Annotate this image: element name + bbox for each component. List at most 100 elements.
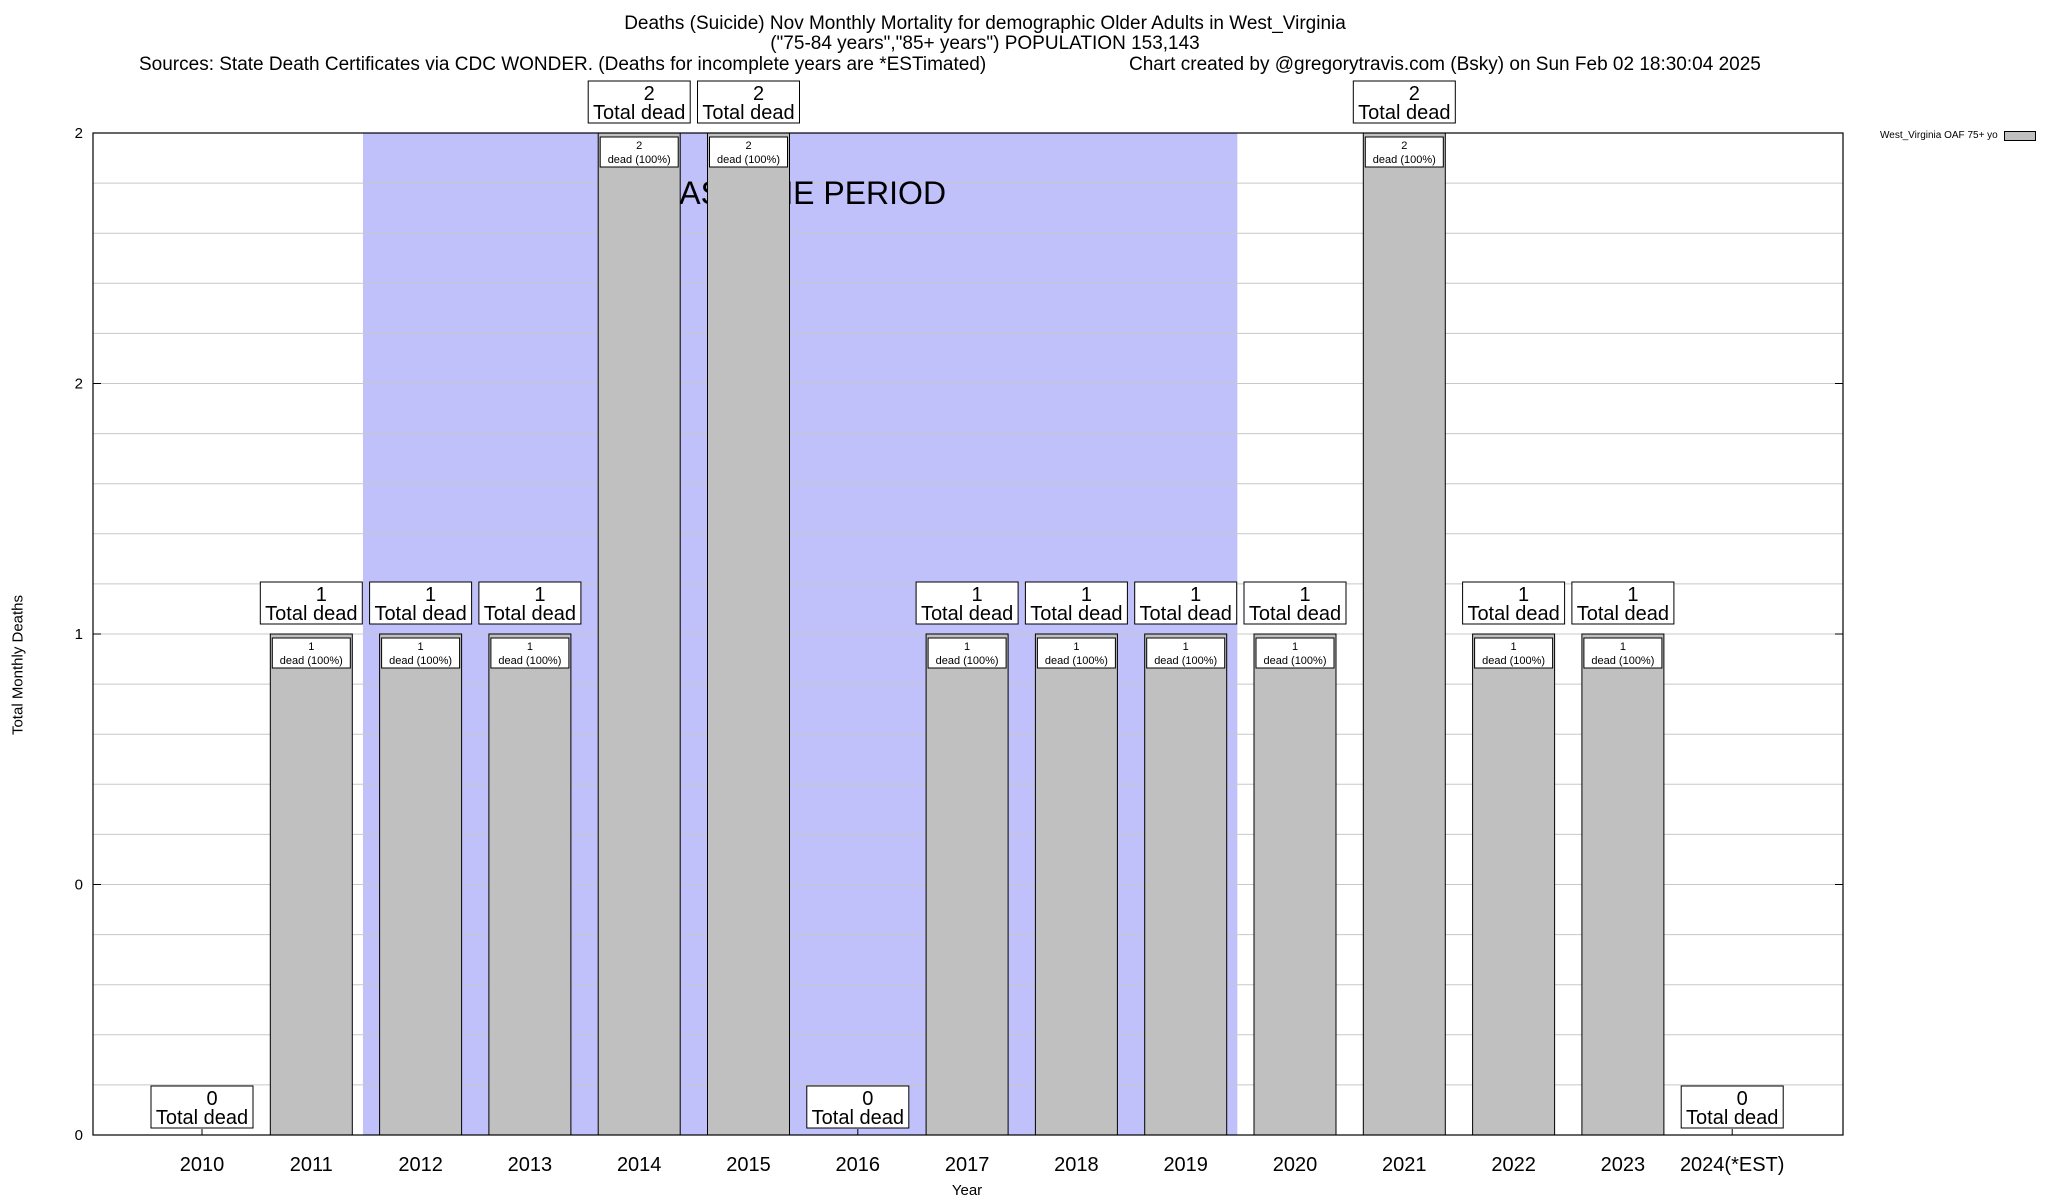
total-text-label: Total dead <box>484 603 576 625</box>
bar-label-box <box>1364 136 1444 168</box>
x-tick-label: 2021 <box>1382 1154 1427 1176</box>
x-tick-label: 2017 <box>945 1154 990 1176</box>
x-tick-label: 2020 <box>1273 1154 1318 1176</box>
bar <box>379 633 463 1136</box>
total-label-box <box>369 581 473 625</box>
bar-percent-label: dead (100%) <box>498 655 561 667</box>
total-value-label: 0 <box>206 1088 217 1110</box>
bar <box>488 633 572 1136</box>
bar-label-box <box>381 637 461 669</box>
bar-value-label: 1 <box>527 641 533 653</box>
total-text-label: Total dead <box>593 102 685 124</box>
total-label-box <box>587 80 691 124</box>
bar-percent-label: dead (100%) <box>717 154 780 166</box>
total-value-label: 1 <box>534 584 545 606</box>
legend-label: West_Virginia OAF 75+ yo <box>1880 130 1998 141</box>
bar-value-label: 1 <box>418 641 424 653</box>
x-tick-label: 2010 <box>180 1154 225 1176</box>
legend-swatch <box>2003 130 2036 141</box>
bar-label-box <box>490 637 570 669</box>
total-label-box <box>806 1085 910 1129</box>
total-value-label: 1 <box>972 584 983 606</box>
total-text-label: Total dead <box>812 1107 904 1129</box>
bar-value-label: 1 <box>1073 641 1079 653</box>
baseline-label: BASELINE PERIOD <box>658 175 946 211</box>
bar-label-box <box>927 637 1007 669</box>
x-tick-label: 2023 <box>1601 1154 1646 1176</box>
bar <box>1144 633 1228 1136</box>
bar <box>1253 633 1337 1136</box>
bar-value-label: 1 <box>1292 641 1298 653</box>
total-label-box <box>915 581 1019 625</box>
x-tick-label: 2019 <box>1163 1154 1208 1176</box>
total-text-label: Total dead <box>1358 102 1450 124</box>
y-tick-label: 1 <box>75 626 83 643</box>
total-text-label: Total dead <box>1030 603 1122 625</box>
chart-credit: Chart created by @gregorytravis.com (Bsk… <box>1129 54 1761 75</box>
total-label-box <box>1024 581 1128 625</box>
bar-value-label: 1 <box>964 641 970 653</box>
bar-percent-label: dead (100%) <box>936 655 999 667</box>
x-tick-label: 2014 <box>617 1154 662 1176</box>
bar-value-label: 1 <box>1511 641 1517 653</box>
bar-label-box <box>599 136 679 168</box>
bar-percent-label: dead (100%) <box>389 655 452 667</box>
bar-label-box <box>1474 637 1554 669</box>
bar <box>597 132 681 1136</box>
bar-label-box <box>709 136 788 168</box>
total-text-label: Total dead <box>1686 1107 1778 1129</box>
bar-value-label: 1 <box>1183 641 1189 653</box>
total-label-box <box>1134 581 1238 625</box>
bar-value-label: 1 <box>1620 641 1626 653</box>
total-value-label: 1 <box>1081 584 1092 606</box>
total-value-label: 2 <box>753 83 764 105</box>
bar-percent-label: dead (100%) <box>1264 655 1327 667</box>
bar-percent-label: dead (100%) <box>608 154 671 166</box>
bar-value-label: 1 <box>308 641 314 653</box>
bar <box>925 633 1009 1136</box>
total-label-box <box>1352 80 1456 124</box>
bar-percent-label: dead (100%) <box>1373 154 1436 166</box>
bar-percent-label: dead (100%) <box>1154 655 1217 667</box>
bar-label-box <box>1583 637 1663 669</box>
total-text-label: Total dead <box>702 102 794 124</box>
bar-percent-label: dead (100%) <box>1045 655 1108 667</box>
bar-label-box <box>1036 637 1116 669</box>
x-tick-label: 2012 <box>398 1154 443 1176</box>
y-tick-label: 2 <box>75 376 83 393</box>
bar-percent-label: dead (100%) <box>1591 655 1654 667</box>
bar <box>1472 633 1556 1136</box>
y-tick-label: 0 <box>75 877 83 894</box>
x-axis-label: Year <box>951 1182 983 1199</box>
total-value-label: 1 <box>1190 584 1201 606</box>
chart-title-line-1: Deaths (Suicide) Nov Monthly Mortality f… <box>624 13 1346 34</box>
x-tick-label: 2024(*EST) <box>1680 1154 1785 1176</box>
total-label-box <box>1462 581 1566 625</box>
bar-percent-label: dead (100%) <box>1482 655 1545 667</box>
total-value-label: 1 <box>316 584 327 606</box>
y-tick-label: 0 <box>75 1127 83 1144</box>
bar <box>1362 132 1446 1136</box>
total-label-box <box>259 581 363 625</box>
bar <box>269 633 353 1136</box>
y-axis-label: Total Monthly Deaths <box>9 594 27 736</box>
total-text-label: Total dead <box>1577 603 1669 625</box>
total-text-label: Total dead <box>921 603 1013 625</box>
x-tick-label: 2015 <box>726 1154 771 1176</box>
total-value-label: 1 <box>1518 584 1529 606</box>
total-label-box <box>150 1085 254 1129</box>
x-tick-label: 2013 <box>508 1154 553 1176</box>
bar-value-label: 2 <box>745 140 751 152</box>
bar-label-box <box>271 637 351 669</box>
total-value-label: 2 <box>1409 83 1420 105</box>
total-value-label: 1 <box>425 584 436 606</box>
total-label-box <box>478 581 582 625</box>
total-value-label: 2 <box>644 83 655 105</box>
total-text-label: Total dead <box>1140 603 1232 625</box>
total-text-label: Total dead <box>374 603 466 625</box>
total-value-label: 1 <box>1299 584 1310 606</box>
bar-value-label: 2 <box>1401 140 1407 152</box>
chart-title-line-2: ("75-84 years","85+ years") POPULATION 1… <box>770 33 1200 54</box>
bar-label-box <box>1146 637 1226 669</box>
